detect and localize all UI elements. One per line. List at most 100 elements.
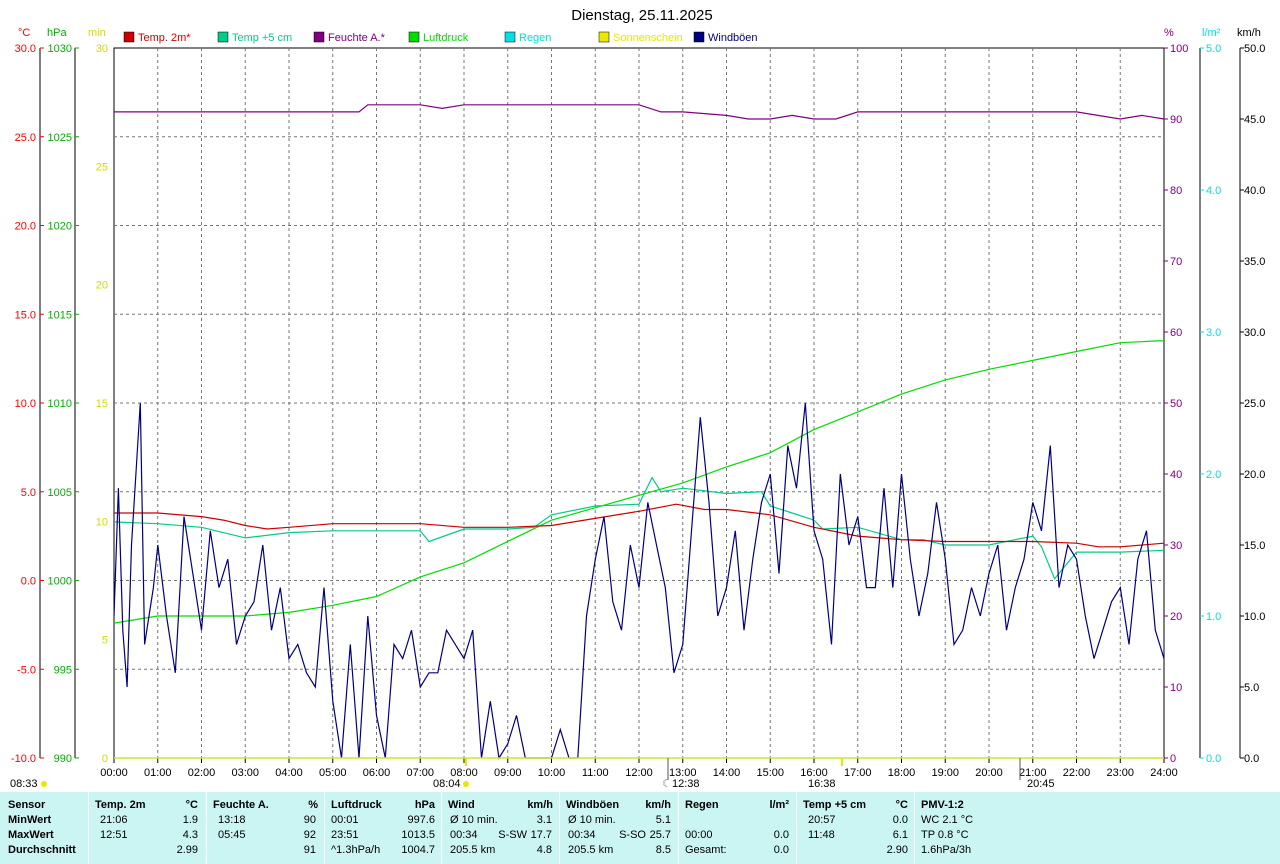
rain-tick-label: 4.0 [1206,185,1221,197]
grid [114,48,1164,758]
statistics-table: Sensor Temp. 2m °C Feuchte A. % Luftdruc… [0,792,1280,864]
humidity-tick-label: 20 [1170,611,1182,623]
column-separator [559,792,560,864]
rain-time: 00:00 [685,829,713,841]
temp-tick-label: -5.0 [17,664,36,676]
left-axes: -10.0 -5.0 0.0 5.0 10.0 15.0 20.0 25.0 30.0 990 99… [11,43,108,765]
wind-tick-label: 50.0 [1244,43,1265,55]
pressure-axis-unit: hPa [47,27,67,39]
temp-axis-unit: °C [18,27,30,39]
rain-value: 0.0 [773,829,789,841]
wind-axis-unit: km/h [1237,27,1261,39]
chart-title: Dienstag, 25.11.2025 [571,7,713,24]
header-gust: Windböen [566,799,620,811]
wind-value: 4.8 [536,844,552,856]
row-label: MinWert [8,814,52,826]
x-tick-label: 03:00 [231,767,259,779]
wind-tick-label: 30.0 [1244,327,1265,339]
sunshine-tick-label: 0 [102,753,108,765]
x-tick-label: 04:00 [275,767,303,779]
moonset-time: 12:38 [672,778,700,790]
temp-tick-label: 0.0 [21,576,36,588]
temp-tick-label: 15.0 [15,309,36,321]
x-tick-label: 09:00 [494,767,522,779]
header-temp5: Temp +5 cm [803,799,867,811]
temp5-value: 2.90 [886,844,908,856]
x-tick-label: 05:00 [319,767,347,779]
humidity-tick-label: 90 [1170,114,1182,126]
pressure-tick-label: 1000 [48,576,72,588]
moon-icon: ☾ [662,778,672,790]
wind-time: 205.5 km [450,844,496,856]
humidity-tick-label: 60 [1170,327,1182,339]
humidity-tick-label: 70 [1170,256,1182,268]
rain-value: 0.0 [773,844,789,856]
sunrise-time: 08:33 [10,778,38,790]
rain-tick-label: 3.0 [1206,327,1221,339]
legend-swatch [217,31,229,43]
pmv-value: TP 0.8 °C [921,829,969,841]
wind-tick-label: 10.0 [1244,611,1265,623]
legend-swatch [313,31,325,43]
legend-label: Windböen [708,32,758,44]
gust-time: 205.5 km [568,844,614,856]
humidity-tick-label: 40 [1170,469,1182,481]
header-temp: Temp. 2m [95,799,146,811]
humidity-tick-label: 50 [1170,398,1182,410]
header-temp-unit: °C [185,799,198,811]
header-wind: Wind [448,799,475,811]
axis-units: °C hPa min% l/m² km/h [18,27,1261,39]
x-tick-label: 19:00 [931,767,959,779]
temp-time: 12:51 [100,829,128,841]
sunshine-tick-label: 20 [96,280,108,292]
temp-time: 21:06 [100,814,128,826]
gust-time: 00:34 [568,829,596,841]
wind-tick-label: 0.0 [1244,753,1259,765]
series-line-temp-2m- [114,503,1165,548]
temp5-value: 0.0 [892,814,908,826]
series-group [113,104,1165,760]
pmv-value: 1.6hPa/3h [921,844,972,856]
legend-label: Feuchte A.* [328,32,386,44]
column-separator [206,792,207,864]
series-line-windb-en [113,402,1165,760]
gust-time: Ø 10 min. [568,814,616,826]
sunshine-tick-label: 30 [96,43,108,55]
rain-axis-unit: l/m² [1202,27,1221,39]
x-tick-label: 20:00 [975,767,1003,779]
pressure-value: 1013.5 [401,829,435,841]
pressure-time: 00:01 [331,814,359,826]
pressure-tick-label: 1025 [48,132,72,144]
temp-tick-label: -10.0 [11,753,36,765]
moon-late-time: 20:45 [1027,778,1055,790]
temp-value: 4.3 [182,829,198,841]
series-line-luftdruck [113,340,1164,624]
wind-value: 17.7 [530,829,552,841]
x-tick-label: 11:00 [582,767,609,779]
sunshine-tick-label: 15 [96,398,108,410]
temp-tick-label: 25.0 [15,132,36,144]
column-separator [324,792,325,864]
header-wind-unit: km/h [527,799,553,811]
legend-swatch [408,31,420,43]
temp-value: 1.9 [182,814,198,826]
humidity-value: 92 [303,829,316,841]
legend-label: Temp +5 cm [232,32,292,44]
sunshine-tick-label: 5 [102,635,108,647]
temp5-time: 11:48 [808,829,835,841]
row-label: MaxWert [8,829,54,841]
x-tick-label: 22:00 [1063,767,1091,779]
x-tick-label: 13:00 [669,767,697,779]
x-tick-label: 16:00 [800,767,828,779]
header-gust-unit: km/h [645,799,671,811]
temp5-time: 20:57 [808,814,836,826]
humidity-tick-label: 80 [1170,185,1182,197]
pressure-tick-label: 1010 [48,398,72,410]
wind-tick-label: 5.0 [1244,682,1259,694]
column-separator [88,792,89,864]
right-axes: 0 10 20 30 40 50 60 70 80 90 100 0.0 1.0 2.0 3.0 4.0 5.0… [1164,43,1265,765]
humidity-time: 05:45 [218,829,246,841]
temp-tick-label: 10.0 [15,398,36,410]
legend-label: Temp. 2m* [138,32,191,44]
rain-time: Gesamt: [685,844,727,856]
